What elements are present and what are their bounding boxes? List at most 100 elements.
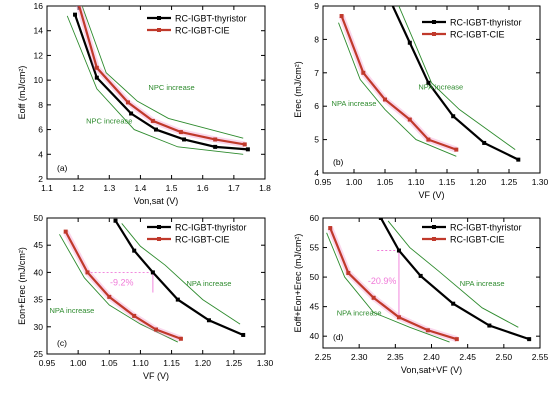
panel-label: (b) (333, 157, 344, 167)
series-point (383, 97, 387, 102)
highlight-label: -20.9% (368, 276, 397, 286)
series-point (487, 323, 492, 328)
y-tick-label: 50 (310, 272, 320, 282)
plot-area: -20.9% NPA increase NPA increase (326, 218, 532, 343)
plot-area: NPA increase NPA increase (332, 1, 521, 162)
legend-marker (157, 28, 161, 32)
annotation-label: NPA increase (186, 279, 231, 288)
y-tick-label: 2 (38, 174, 43, 184)
x-tick-label: 1.5 (166, 183, 178, 193)
y-tick-label: 40 (34, 267, 44, 277)
series-point (76, 0, 80, 4)
series-point (389, 1, 393, 5)
panel-a: 1.1 1.2 1.3 1.4 1.5 1.6 1.7 1.8 2 4 6 8 10 12 14 16 Von,… (17, 0, 271, 206)
series-point (150, 270, 155, 275)
series-point (182, 137, 187, 142)
x-tick-label: 1.00 (70, 358, 87, 368)
y-tick-label: 8 (314, 34, 319, 44)
x-tick-label: 2.45 (459, 352, 476, 362)
y-axis-label: Eoff+Eon+Erec (mJ/cm²) (293, 234, 303, 333)
series-point (245, 147, 250, 152)
y-tick-label: 14 (34, 26, 44, 36)
x-tick-label: 1.05 (377, 177, 394, 187)
annotation-label: NPA increase (332, 99, 377, 108)
series-point (527, 337, 532, 342)
series-point (85, 270, 90, 275)
x-tick-label: 1.1 (41, 183, 53, 193)
x-tick-label: 2.40 (423, 352, 440, 362)
x-axis-label: Von,sat+VF (V) (401, 365, 462, 375)
annotation-label: NPC increase (148, 83, 194, 92)
legend-marker (157, 16, 161, 20)
series-point (63, 229, 68, 234)
series-point (451, 114, 456, 119)
series-point (113, 218, 118, 223)
series-point (178, 336, 183, 341)
x-axis-label: VF (V) (143, 371, 169, 381)
y-tick-label: 55 (310, 243, 320, 253)
y-tick-label: 4 (314, 168, 319, 178)
y-axis-label: Erec (mJ/cm²) (293, 61, 303, 118)
x-axis-label: Von,sat (V) (134, 196, 179, 206)
series-point (407, 117, 412, 122)
legend-marker (157, 237, 161, 241)
series-point (125, 100, 130, 105)
legend-label: RC-IGBT-thyristor (450, 18, 522, 28)
x-tick-label: 2.50 (496, 352, 513, 362)
legend-label: RC-IGBT-CIE (450, 235, 505, 245)
plot-area: NPC increase NPC increase (66, 0, 250, 155)
y-tick-label: 60 (310, 213, 320, 223)
series-point (94, 75, 99, 80)
y-tick-label: 40 (310, 331, 320, 341)
legend-marker (432, 237, 436, 241)
legend-label: RC-IGBT-thyristor (175, 223, 247, 233)
panel-d: 2.25 2.30 2.35 2.40 2.45 2.50 2.55 40 45 50 55 60 Vo… (293, 213, 549, 375)
trend-line (121, 223, 241, 325)
series-point (107, 294, 112, 299)
series-point (132, 248, 137, 253)
series-point (213, 137, 218, 142)
y-tick-label: 25 (34, 349, 44, 359)
plot-frame (46, 5, 266, 180)
x-tick-label: 1.10 (132, 358, 149, 368)
series-point (425, 328, 430, 333)
x-tick-label: 1.2 (72, 183, 84, 193)
x-tick-label: 0.95 (39, 358, 56, 368)
series-line (114, 220, 244, 336)
series-point (328, 226, 333, 231)
series-point (346, 270, 351, 275)
x-tick-label: 1.25 (226, 358, 243, 368)
y-tick-label: 30 (34, 322, 44, 332)
x-tick-label: 0.95 (315, 177, 332, 187)
x-tick-label: 1.10 (408, 177, 425, 187)
y-tick-label: 45 (310, 302, 320, 312)
x-tick-label: 1.00 (346, 177, 363, 187)
x-tick-label: 1.20 (194, 358, 211, 368)
highlight-label: -9.2% (110, 277, 134, 287)
y-tick-label: 4 (38, 149, 43, 159)
y-tick-label: 6 (314, 101, 319, 111)
trend-line (338, 22, 457, 157)
series-point (454, 147, 459, 152)
y-tick-label: 6 (38, 125, 43, 135)
x-tick-label: 2.30 (351, 352, 368, 362)
y-tick-label: 12 (34, 50, 44, 60)
series-point (426, 80, 431, 85)
x-tick-label: 1.4 (135, 183, 147, 193)
annotation-label: NPA increase (460, 279, 505, 288)
series-point (396, 248, 401, 253)
panel-c: 0.95 1.00 1.05 1.10 1.15 1.20 1.25 1.30 25 30 35 40… (17, 213, 274, 381)
y-tick-label: 35 (34, 295, 44, 305)
trend-line (66, 15, 244, 155)
y-tick-label: 9 (314, 1, 319, 11)
x-axis-label: VF (V) (419, 190, 445, 200)
annotation-label: NPA increase (418, 83, 463, 92)
series-line (64, 231, 182, 340)
y-tick-label: 7 (314, 68, 319, 78)
x-tick-label: 1.8 (259, 183, 271, 193)
annotation-label: NPA increase (337, 309, 382, 318)
series-point (407, 40, 412, 45)
panel-label: (d) (333, 332, 344, 342)
y-tick-label: 50 (34, 213, 44, 223)
x-tick-label: 2.35 (387, 352, 404, 362)
